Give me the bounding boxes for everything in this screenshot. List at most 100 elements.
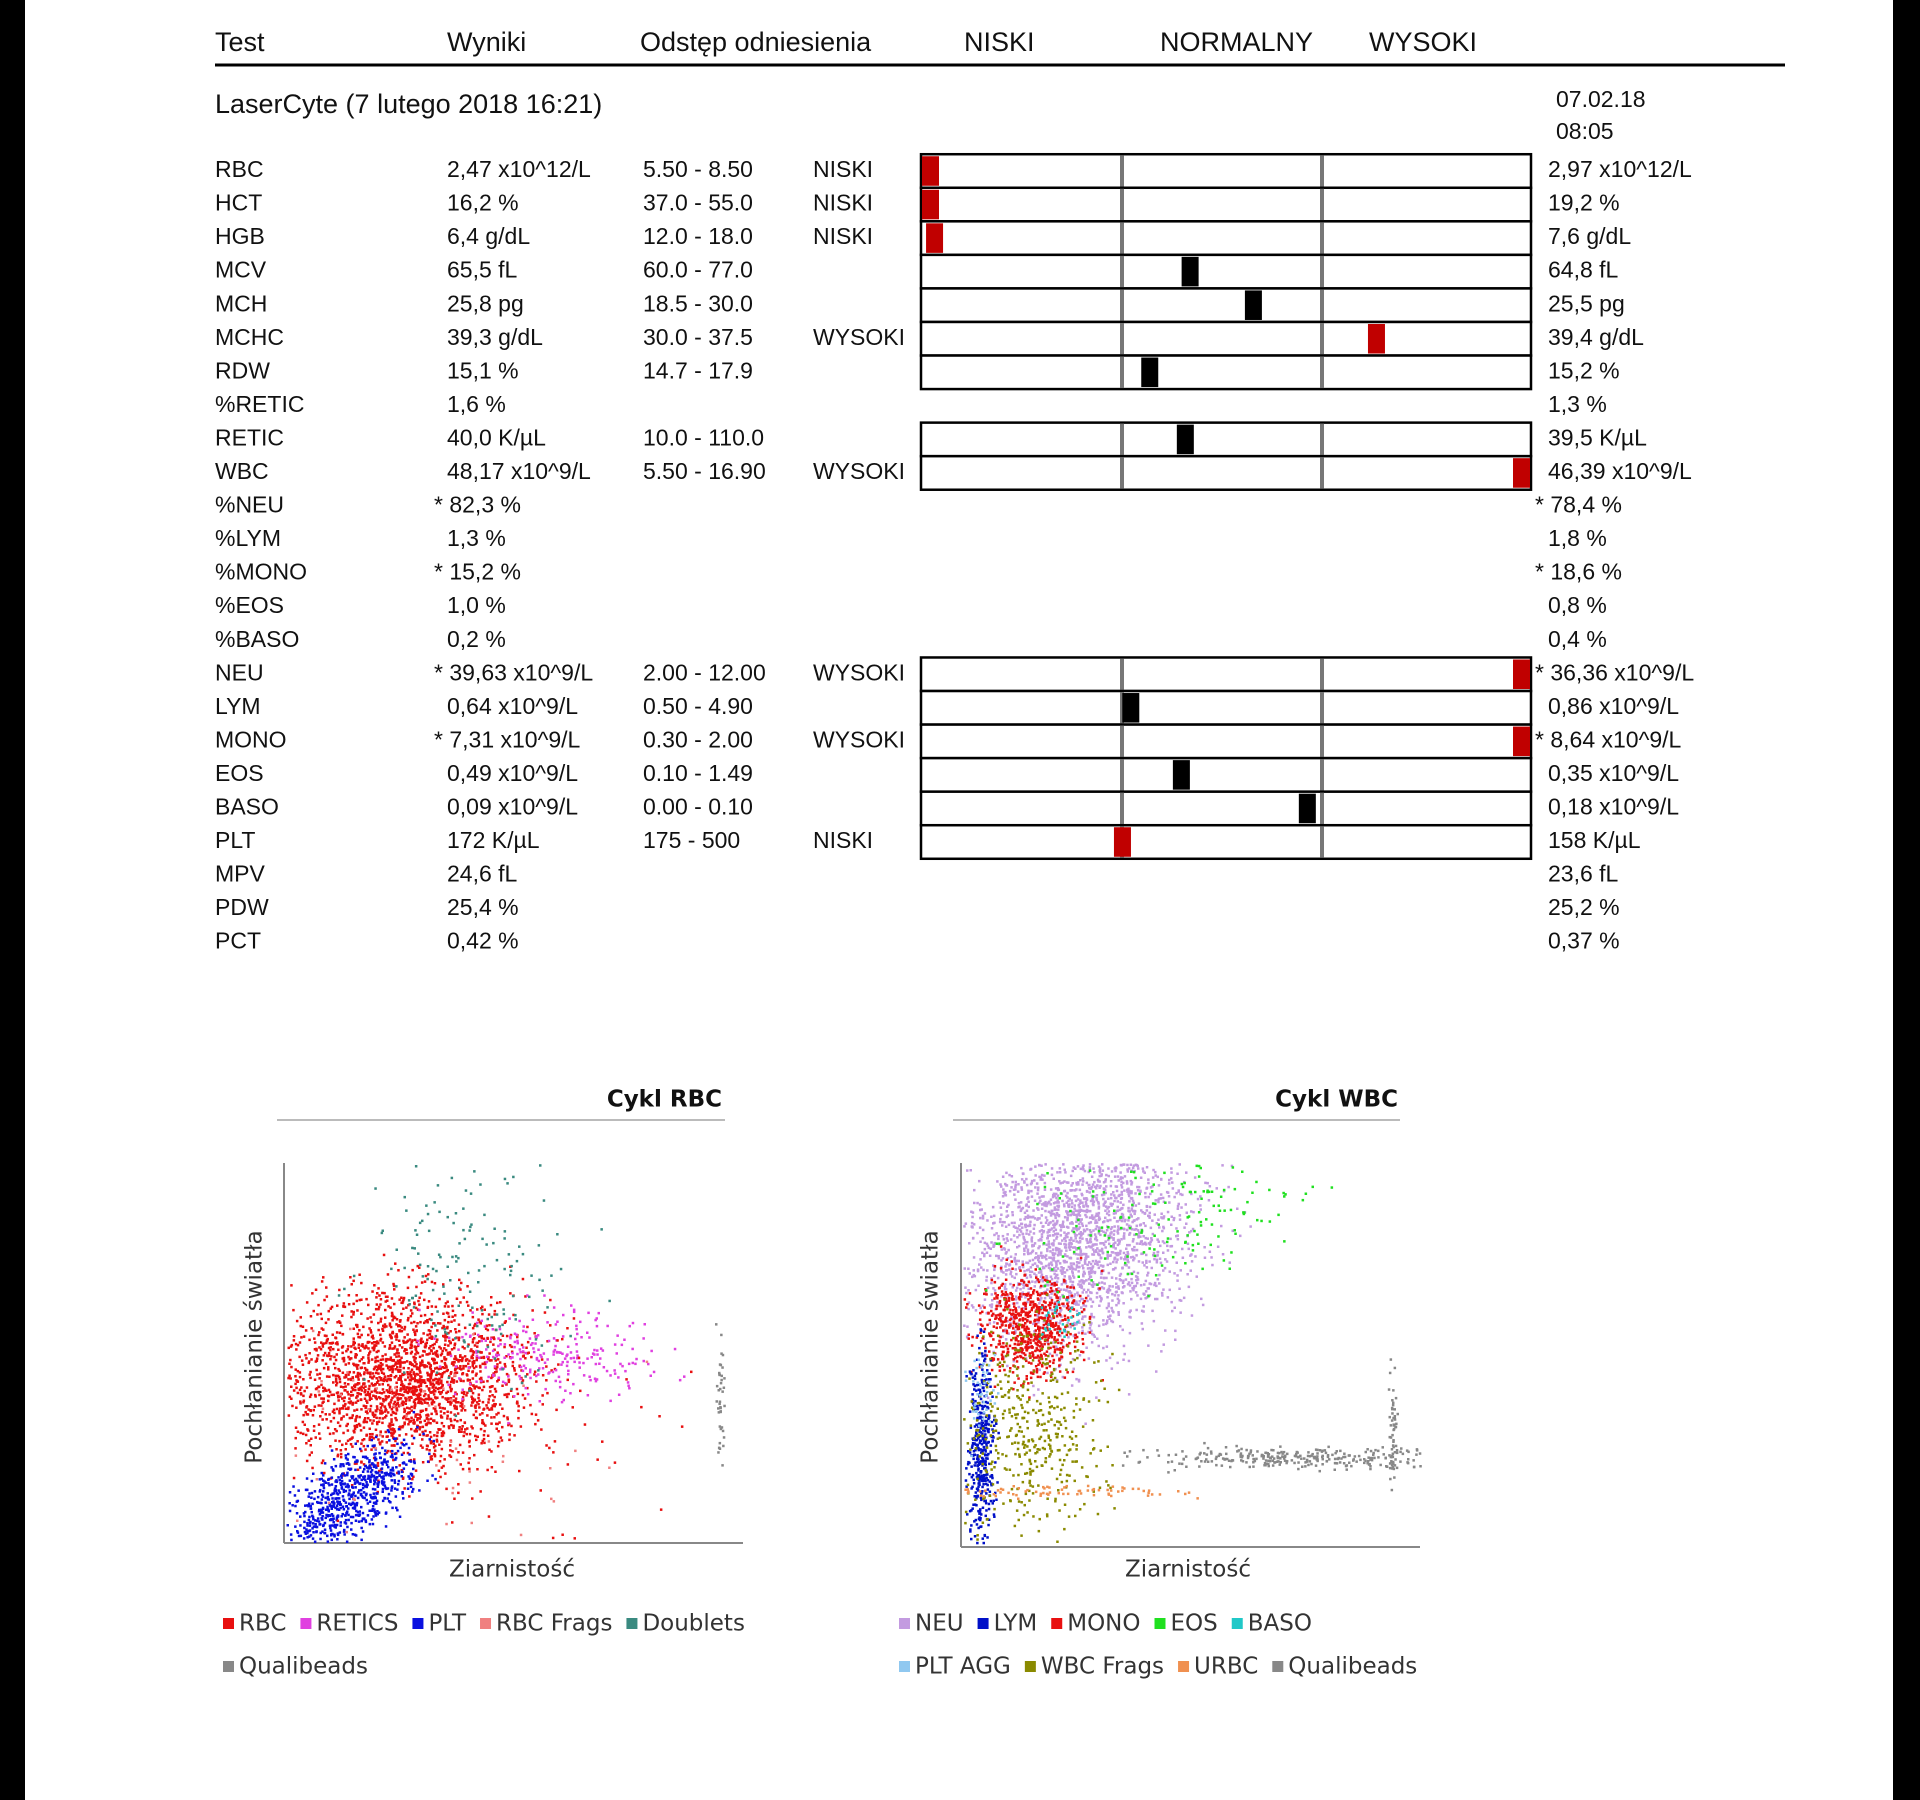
scatter-dot — [355, 1396, 358, 1399]
scatter-dot — [377, 1420, 381, 1423]
scatter-dot — [526, 1386, 529, 1390]
scatter-dot — [481, 1305, 484, 1308]
test-name: PDW — [215, 894, 269, 920]
scatter-dot — [429, 1455, 432, 1459]
scatter-dot — [1061, 1181, 1064, 1184]
scatter-dot — [487, 1313, 491, 1316]
scatter-dot — [342, 1530, 346, 1533]
scatter-dot — [533, 1332, 536, 1335]
scatter-dot — [314, 1393, 317, 1397]
scatter-dot — [359, 1374, 362, 1377]
test-name: MPV — [215, 861, 266, 887]
scatter-dot — [391, 1436, 395, 1439]
scatter-dot — [327, 1309, 330, 1313]
scatter-dot — [371, 1487, 375, 1491]
scatter-dot — [373, 1510, 377, 1514]
scatter-dot — [419, 1388, 422, 1391]
scatter-dot — [1098, 1217, 1102, 1221]
scatter-dot — [391, 1449, 394, 1453]
scatter-dot — [1116, 1230, 1119, 1233]
scatter-dot — [294, 1375, 297, 1378]
scatter-dot — [302, 1512, 306, 1515]
scatter-dot — [362, 1345, 365, 1348]
scatter-dot — [1056, 1194, 1060, 1197]
scatter-dot — [309, 1507, 313, 1510]
scatter-dot — [473, 1453, 476, 1457]
scatter-dot — [338, 1500, 341, 1504]
scatter-dot — [412, 1460, 416, 1463]
scatter-dot — [308, 1515, 311, 1519]
scatter-dot — [493, 1365, 497, 1368]
scatter-dot — [718, 1373, 721, 1376]
scatter-dot — [1166, 1191, 1170, 1194]
scatter-dot — [409, 1420, 413, 1423]
scatter-dot — [1054, 1301, 1057, 1304]
scatter-dot — [1101, 1163, 1104, 1166]
scatter-dot — [308, 1524, 312, 1527]
scatter-dot — [493, 1227, 496, 1230]
scatter-dot — [509, 1292, 512, 1295]
scatter-dot — [1100, 1272, 1103, 1276]
scatter-dot — [320, 1341, 323, 1344]
scatter-dot — [369, 1466, 372, 1470]
scatter-dot — [1249, 1225, 1252, 1228]
scatter-dot — [1011, 1213, 1014, 1217]
scatter-dot — [561, 1533, 564, 1536]
scatter-dot — [503, 1362, 507, 1366]
scatter-dot — [394, 1437, 398, 1440]
scatter-dot — [381, 1383, 384, 1386]
scatter-dot — [332, 1362, 336, 1366]
scatter-dot — [347, 1378, 350, 1381]
scatter-dot — [480, 1319, 483, 1323]
scatter-dot — [1039, 1275, 1043, 1278]
scatter-dot — [458, 1278, 461, 1282]
scatter-dot — [1135, 1308, 1138, 1312]
scatter-dot — [467, 1271, 470, 1275]
scatter-dot — [355, 1425, 359, 1429]
scatter-dot — [1039, 1178, 1042, 1181]
scatter-dot — [570, 1304, 573, 1307]
scatter-dot — [993, 1268, 996, 1272]
scatter-dot — [355, 1353, 358, 1357]
scatter-dot — [1175, 1191, 1178, 1195]
scatter-dot — [417, 1399, 421, 1402]
scatter-dot — [481, 1412, 484, 1415]
scatter-dot — [485, 1404, 488, 1407]
scatter-dot — [350, 1310, 353, 1313]
scatter-dot — [1010, 1315, 1013, 1318]
scatter-dot — [993, 1233, 996, 1237]
scatter-dot — [368, 1352, 371, 1355]
scatter-dot — [503, 1177, 507, 1181]
scatter-dot — [1083, 1280, 1086, 1283]
scatter-dot — [1135, 1254, 1138, 1257]
scatter-dot — [433, 1322, 436, 1325]
scatter-dot — [380, 1392, 384, 1395]
scatter-dot — [509, 1269, 513, 1273]
scatter-dot — [1072, 1295, 1076, 1298]
scatter-dot — [311, 1527, 314, 1530]
scatter-dot — [381, 1363, 384, 1366]
scatter-dot — [1056, 1254, 1060, 1257]
scatter-dot — [375, 1397, 378, 1401]
scatter-dot — [1027, 1191, 1030, 1195]
scatter-dot — [341, 1371, 345, 1374]
scatter-dot — [965, 1291, 968, 1295]
scatter-dot — [407, 1316, 410, 1320]
scatter-dot — [443, 1347, 446, 1350]
scatter-dot — [390, 1267, 393, 1271]
scatter-dot — [475, 1358, 478, 1362]
scatter-dot — [449, 1440, 453, 1443]
scatter-dot — [382, 1379, 385, 1383]
scatter-dot — [1020, 1207, 1023, 1211]
scatter-dot — [356, 1371, 360, 1375]
scatter-dot — [351, 1436, 354, 1439]
scatter-dot — [517, 1404, 520, 1408]
scatter-dot — [374, 1470, 377, 1474]
scatter-dot — [286, 1524, 289, 1527]
scatter-dot — [377, 1479, 380, 1482]
scatter-dot — [342, 1431, 345, 1435]
scatter-dot — [1110, 1226, 1114, 1229]
scatter-dot — [555, 1408, 558, 1412]
scatter-dot — [501, 1407, 504, 1410]
reference-range: 12.0 - 18.0 — [643, 223, 753, 249]
